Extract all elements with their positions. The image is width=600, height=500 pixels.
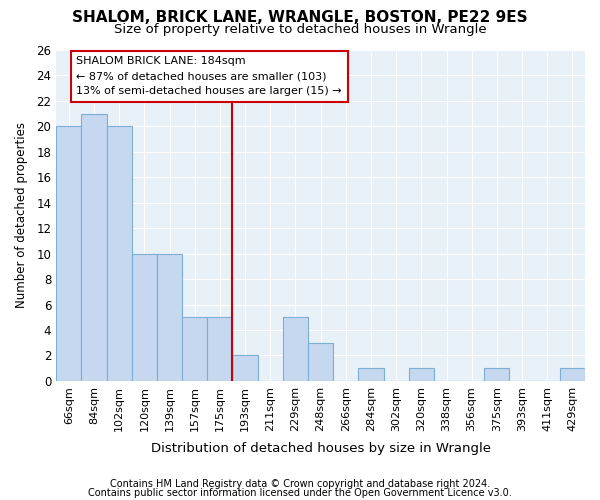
Y-axis label: Number of detached properties: Number of detached properties xyxy=(15,122,28,308)
Bar xyxy=(560,368,585,381)
Bar xyxy=(409,368,434,381)
Bar xyxy=(132,254,157,381)
Bar xyxy=(82,114,107,381)
X-axis label: Distribution of detached houses by size in Wrangle: Distribution of detached houses by size … xyxy=(151,442,491,455)
Bar xyxy=(283,318,308,381)
Bar xyxy=(107,126,132,381)
Bar xyxy=(232,356,257,381)
Text: Size of property relative to detached houses in Wrangle: Size of property relative to detached ho… xyxy=(113,22,487,36)
Bar xyxy=(207,318,232,381)
Bar xyxy=(358,368,383,381)
Bar xyxy=(182,318,207,381)
Bar xyxy=(308,342,333,381)
Text: SHALOM BRICK LANE: 184sqm
← 87% of detached houses are smaller (103)
13% of semi: SHALOM BRICK LANE: 184sqm ← 87% of detac… xyxy=(76,56,342,96)
Bar xyxy=(157,254,182,381)
Text: SHALOM, BRICK LANE, WRANGLE, BOSTON, PE22 9ES: SHALOM, BRICK LANE, WRANGLE, BOSTON, PE2… xyxy=(72,10,528,25)
Bar xyxy=(56,126,82,381)
Bar xyxy=(484,368,509,381)
Text: Contains HM Land Registry data © Crown copyright and database right 2024.: Contains HM Land Registry data © Crown c… xyxy=(110,479,490,489)
Text: Contains public sector information licensed under the Open Government Licence v3: Contains public sector information licen… xyxy=(88,488,512,498)
